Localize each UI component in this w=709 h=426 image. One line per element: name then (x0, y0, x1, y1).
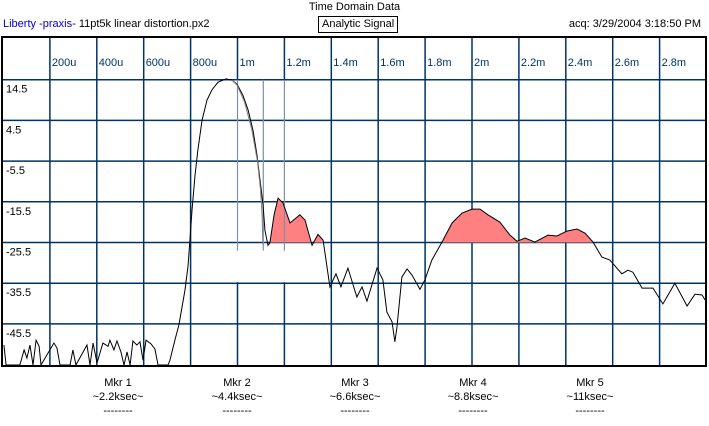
file-name: 11pt5k linear distortion.px2 (78, 18, 210, 30)
x-tick-label: 2.8m (662, 57, 686, 69)
brand-label: Liberty -praxis- (3, 18, 76, 30)
marker-label: Mkr 2 (223, 377, 251, 389)
y-tick-label: -45.5 (6, 328, 31, 340)
marker-extra: -------- (103, 405, 133, 417)
marker-label: Mkr 4 (459, 377, 487, 389)
marker-3[interactable]: Mkr 3 ~6.6ksec~ -------- (305, 376, 405, 418)
marker-value: ~8.8ksec~ (447, 391, 499, 403)
analytic-signal-button[interactable]: Analytic Signal (318, 16, 399, 33)
x-tick-label: 2.4m (568, 57, 592, 69)
y-tick-label: -35.5 (6, 287, 31, 299)
y-tick-label: -25.5 (6, 247, 31, 259)
trace-line (3, 78, 706, 367)
reference-line (231, 79, 264, 245)
marker-value: ~2.2ksec~ (92, 391, 144, 403)
marker-label: Mkr 5 (576, 377, 604, 389)
x-tick-label: 1.8m (427, 57, 451, 69)
marker-label: Mkr 1 (104, 377, 132, 389)
chart-title: Time Domain Data (308, 1, 401, 13)
x-tick-label: 600u (146, 57, 170, 69)
y-tick-label: 14.5 (6, 84, 27, 96)
source-label: Liberty -praxis- 11pt5k linear distortio… (3, 18, 209, 30)
y-tick-label: -15.5 (6, 206, 31, 218)
distortion-fill-area (441, 209, 594, 243)
plot-frame (1, 36, 707, 367)
marker-extra: -------- (575, 405, 605, 417)
distortion-fill-area (267, 198, 324, 243)
x-tick-label: 1m (240, 57, 255, 69)
x-tick-label: 1.2m (286, 57, 310, 69)
y-tick-label: 4.5 (6, 124, 21, 136)
marker-value: ~6.6ksec~ (329, 391, 381, 403)
marker-label: Mkr 3 (341, 377, 369, 389)
x-tick-label: 2.2m (521, 57, 545, 69)
marker-value: ~4.4ksec~ (211, 391, 263, 403)
marker-1[interactable]: Mkr 1 ~2.2ksec~ -------- (68, 376, 168, 418)
marker-extra: -------- (222, 405, 252, 417)
y-tick-label: -5.5 (6, 165, 25, 177)
x-tick-label: 200u (52, 57, 76, 69)
marker-extra: -------- (340, 405, 370, 417)
marker-5[interactable]: Mkr 5 ~11ksec~ -------- (540, 376, 640, 418)
x-tick-label: 2m (474, 57, 489, 69)
x-tick-label: 1.6m (380, 57, 404, 69)
acquisition-timestamp: acq: 3/29/2004 3:18:50 PM (568, 18, 701, 30)
marker-2[interactable]: Mkr 2 ~4.4ksec~ -------- (187, 376, 287, 418)
x-tick-label: 800u (193, 57, 217, 69)
x-tick-label: 400u (99, 57, 123, 69)
marker-4[interactable]: Mkr 4 ~8.8ksec~ -------- (423, 376, 523, 418)
x-tick-label: 2.6m (615, 57, 639, 69)
x-tick-label: 1.4m (333, 57, 357, 69)
marker-extra: -------- (458, 405, 488, 417)
marker-value: ~11ksec~ (566, 391, 614, 403)
